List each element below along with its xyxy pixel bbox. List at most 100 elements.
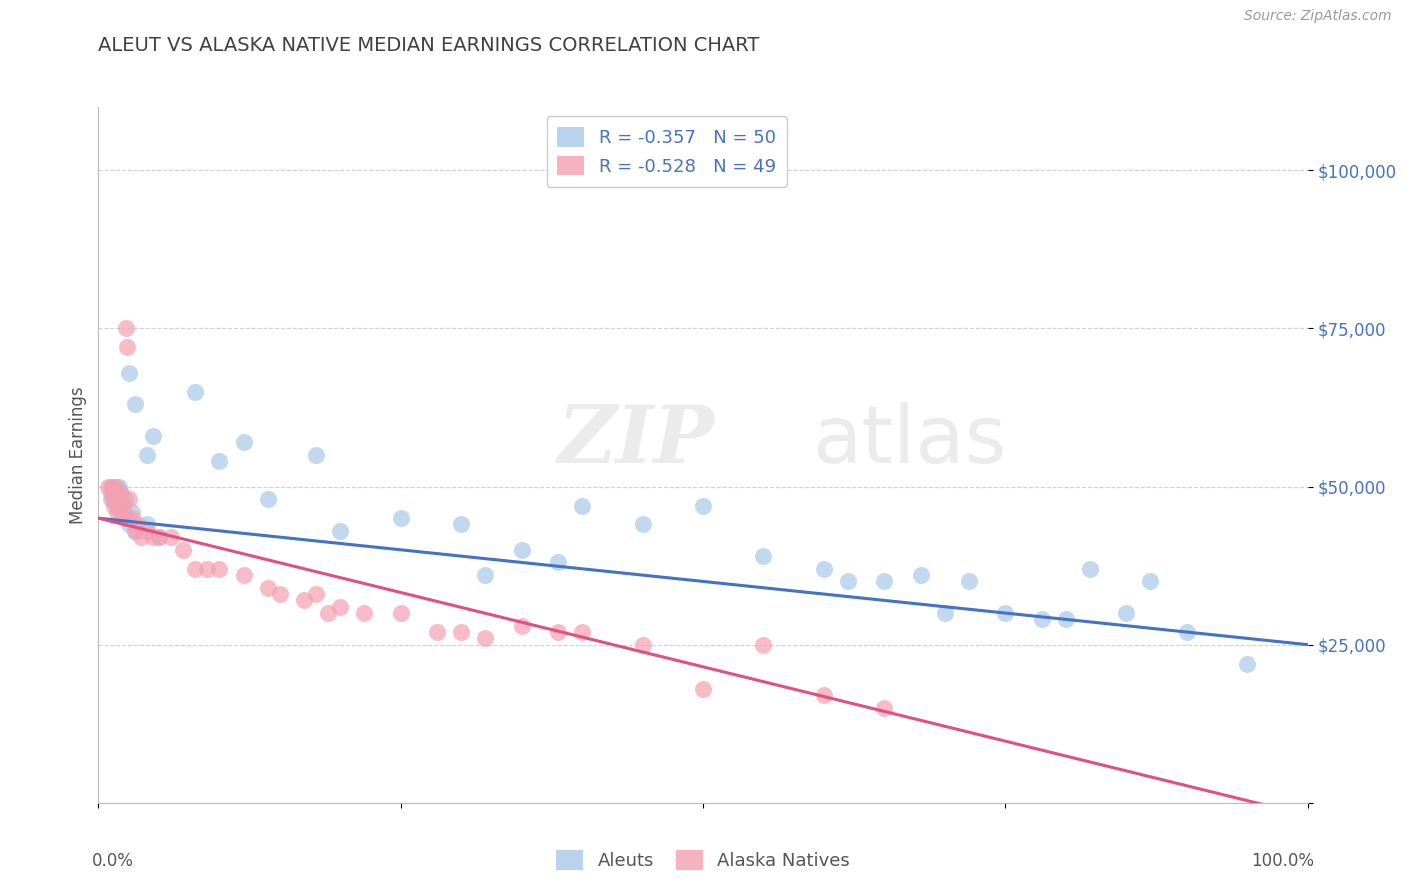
- Point: [256, 581, 278, 595]
- Point: [142, 429, 165, 443]
- Point: [389, 511, 412, 525]
- Point: [108, 499, 131, 513]
- Point: [103, 499, 125, 513]
- Point: [115, 321, 138, 335]
- Point: [208, 454, 231, 468]
- Point: [124, 524, 146, 538]
- Point: [105, 486, 128, 500]
- Point: [208, 562, 231, 576]
- Point: [957, 574, 980, 589]
- Text: 0.0%: 0.0%: [93, 852, 134, 870]
- Point: [124, 524, 146, 538]
- Point: [118, 366, 141, 380]
- Y-axis label: Median Earnings: Median Earnings: [69, 386, 87, 524]
- Point: [752, 638, 775, 652]
- Point: [813, 562, 835, 576]
- Point: [389, 606, 412, 620]
- Point: [135, 448, 157, 462]
- Point: [184, 562, 207, 576]
- Point: [353, 606, 375, 620]
- Point: [114, 511, 136, 525]
- Point: [105, 486, 128, 500]
- Point: [873, 574, 896, 589]
- Point: [510, 542, 533, 557]
- Point: [752, 549, 775, 563]
- Point: [121, 511, 143, 525]
- Text: 100.0%: 100.0%: [1250, 852, 1313, 870]
- Point: [934, 606, 956, 620]
- Point: [692, 499, 714, 513]
- Point: [111, 505, 134, 519]
- Point: [100, 479, 122, 493]
- Point: [474, 568, 496, 582]
- Point: [329, 524, 352, 538]
- Point: [571, 499, 593, 513]
- Point: [305, 587, 328, 601]
- Point: [108, 479, 131, 493]
- Point: [108, 505, 131, 519]
- Point: [316, 606, 339, 620]
- Point: [1078, 562, 1101, 576]
- Point: [195, 562, 218, 576]
- Point: [450, 625, 472, 640]
- Point: [110, 499, 132, 513]
- Point: [450, 517, 472, 532]
- Point: [172, 542, 194, 557]
- Text: ZIP: ZIP: [558, 402, 714, 480]
- Point: [160, 530, 183, 544]
- Point: [121, 505, 143, 519]
- Point: [135, 524, 157, 538]
- Point: [256, 492, 278, 507]
- Point: [1236, 657, 1258, 671]
- Point: [184, 384, 207, 399]
- Point: [1175, 625, 1198, 640]
- Point: [510, 618, 533, 632]
- Point: [118, 517, 141, 532]
- Point: [426, 625, 449, 640]
- Point: [547, 556, 569, 570]
- Point: [100, 486, 122, 500]
- Point: [107, 499, 129, 513]
- Point: [1139, 574, 1161, 589]
- Point: [105, 505, 128, 519]
- Point: [107, 492, 129, 507]
- Point: [124, 397, 146, 411]
- Point: [117, 340, 139, 354]
- Text: ALEUT VS ALASKA NATIVE MEDIAN EARNINGS CORRELATION CHART: ALEUT VS ALASKA NATIVE MEDIAN EARNINGS C…: [98, 36, 759, 54]
- Point: [110, 486, 132, 500]
- Point: [232, 435, 254, 450]
- Point: [547, 625, 569, 640]
- Point: [813, 688, 835, 702]
- Point: [910, 568, 932, 582]
- Point: [837, 574, 859, 589]
- Point: [142, 530, 165, 544]
- Point: [111, 499, 134, 513]
- Text: Source: ZipAtlas.com: Source: ZipAtlas.com: [1244, 9, 1392, 23]
- Point: [118, 492, 141, 507]
- Point: [232, 568, 254, 582]
- Point: [117, 511, 139, 525]
- Point: [101, 492, 124, 507]
- Point: [292, 593, 315, 607]
- Point: [108, 486, 131, 500]
- Point: [100, 492, 122, 507]
- Point: [105, 479, 128, 493]
- Point: [127, 517, 149, 532]
- Point: [107, 492, 129, 507]
- Point: [474, 632, 496, 646]
- Point: [571, 625, 593, 640]
- Point: [148, 530, 170, 544]
- Point: [631, 517, 654, 532]
- Point: [1031, 612, 1053, 626]
- Point: [692, 681, 714, 696]
- Point: [1054, 612, 1077, 626]
- Point: [269, 587, 291, 601]
- Point: [631, 638, 654, 652]
- Text: atlas: atlas: [811, 402, 1007, 480]
- Point: [135, 517, 157, 532]
- Point: [873, 701, 896, 715]
- Point: [305, 448, 328, 462]
- Point: [114, 492, 136, 507]
- Point: [104, 479, 127, 493]
- Legend: Aleuts, Alaska Natives: Aleuts, Alaska Natives: [548, 843, 858, 877]
